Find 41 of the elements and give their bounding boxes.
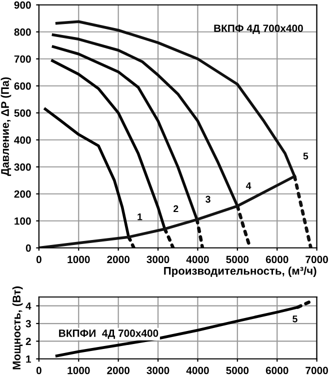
- x-tick-label: 0: [36, 366, 42, 374]
- x-tick-label: 5000: [226, 366, 249, 374]
- x-tick-label: 3000: [146, 256, 170, 264]
- y-tick-label: 4: [26, 302, 32, 310]
- y-tick-label: 100: [14, 217, 31, 225]
- y-tick-label: 1: [26, 355, 32, 363]
- x-tick-label: 1000: [68, 256, 90, 264]
- y-tick-label: 200: [14, 190, 31, 198]
- y-tick-label: 3: [26, 320, 31, 328]
- annotation: 2: [174, 205, 178, 212]
- x-tick-label: 3000: [146, 366, 170, 374]
- x-tick-label: 7000: [306, 366, 328, 374]
- x-tick-label: 7000: [306, 256, 328, 264]
- annotation: ВКПФИ 4Д 700x400: [59, 330, 158, 339]
- x-tick-label: 0: [36, 256, 42, 264]
- y-tick-label: 700: [14, 55, 31, 63]
- y-tick-label: 500: [14, 109, 31, 117]
- annotation: 5: [292, 316, 298, 322]
- x-tick-label: 2000: [107, 256, 130, 264]
- annotation: 1: [138, 213, 142, 220]
- x-tick-label: 6000: [266, 256, 288, 264]
- y-tick-label: 0: [26, 244, 31, 252]
- x-tick-label: 6000: [266, 366, 288, 374]
- y-axis-title: Давление, ΔP (Па): [0, 77, 12, 176]
- y-tick-label: 400: [14, 136, 31, 144]
- annotation: ВКПФ 4Д 700x400: [214, 24, 303, 34]
- annotation: 5: [303, 152, 308, 160]
- x-axis-title: Производительность, (м³/ч): [164, 266, 316, 277]
- y-tick-label: 2: [26, 338, 31, 345]
- y-tick-label: 600: [14, 82, 31, 90]
- y-tick-label: 800: [14, 28, 31, 36]
- y-tick-label: 900: [14, 1, 31, 9]
- x-tick-label: 4000: [186, 256, 209, 264]
- x-tick-label: 2000: [107, 366, 130, 374]
- annotation: 4: [246, 182, 252, 190]
- annotation: 3: [206, 196, 210, 203]
- y-axis-title: Мощность, (Вт): [12, 286, 23, 370]
- y-tick-label: 300: [14, 163, 31, 171]
- x-tick-label: 4000: [186, 366, 209, 374]
- x-tick-label: 1000: [68, 366, 90, 374]
- x-tick-label: 5000: [226, 256, 249, 264]
